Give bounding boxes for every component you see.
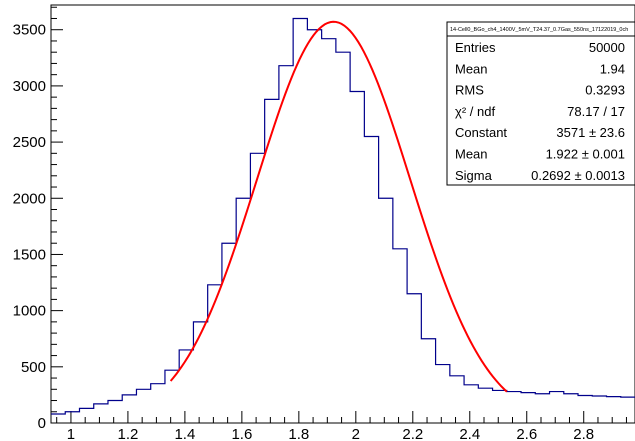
stats-row-label: Mean [455,147,488,162]
stats-row-value: 50000 [589,40,625,55]
y-tick-label: 0 [38,415,46,432]
x-tick-label: 1 [67,426,75,441]
histogram-series [51,17,635,415]
x-axis: 1 1.2 1.4 1.6 1.8 2 2.2 2.4 2.6 2.8 [56,411,627,441]
x-tick-label: 2.6 [516,426,537,441]
y-tick-label: 3000 [13,78,46,95]
stats-row-label: RMS [455,83,484,98]
stats-row-label: Mean [455,61,488,76]
gaussian-fit-curve [169,20,508,393]
x-tick-label: 2.4 [459,426,480,441]
stats-row-value: 0.3293 [585,83,625,98]
y-tick-label: 1000 [13,303,46,320]
x-tick-label: 1.6 [231,426,252,441]
stats-row-label: Constant [455,125,507,140]
y-tick-label: 3500 [13,22,46,39]
x-tick-label: 1.4 [174,426,195,441]
stats-row-label: χ² / ndf [455,104,495,119]
stats-row-value: 0.2692 ± 0.0013 [531,168,625,183]
stats-row-label: Sigma [455,168,493,183]
stats-row-value: 1.922 ± 0.001 [546,147,625,162]
x-tick-label: 2 [352,426,360,441]
stats-row-value: 3571 ± 23.6 [556,125,625,140]
y-axis: 0 500 1000 1500 2000 2500 3000 3500 [13,6,63,432]
y-tick-label: 2500 [13,134,46,151]
stats-row-label: Entries [455,40,496,55]
stats-row-value: 78.17 / 17 [567,104,625,119]
x-tick-label: 2.2 [402,426,423,441]
x-tick-label: 2.8 [573,426,594,441]
stats-box: 14-Cell0_BGo_ch4_1400V_5mV_T24.37_0.7Gas… [446,21,635,186]
x-tick-label: 1.2 [117,426,138,441]
x-tick-label: 1.8 [288,426,309,441]
y-tick-label: 500 [21,359,46,376]
y-tick-label: 1500 [13,246,46,263]
stats-row-value: 1.94 [600,61,625,76]
y-tick-label: 2000 [13,190,46,207]
stats-title: 14-Cell0_BGo_ch4_1400V_5mV_T24.37_0.7Gas… [450,27,628,33]
